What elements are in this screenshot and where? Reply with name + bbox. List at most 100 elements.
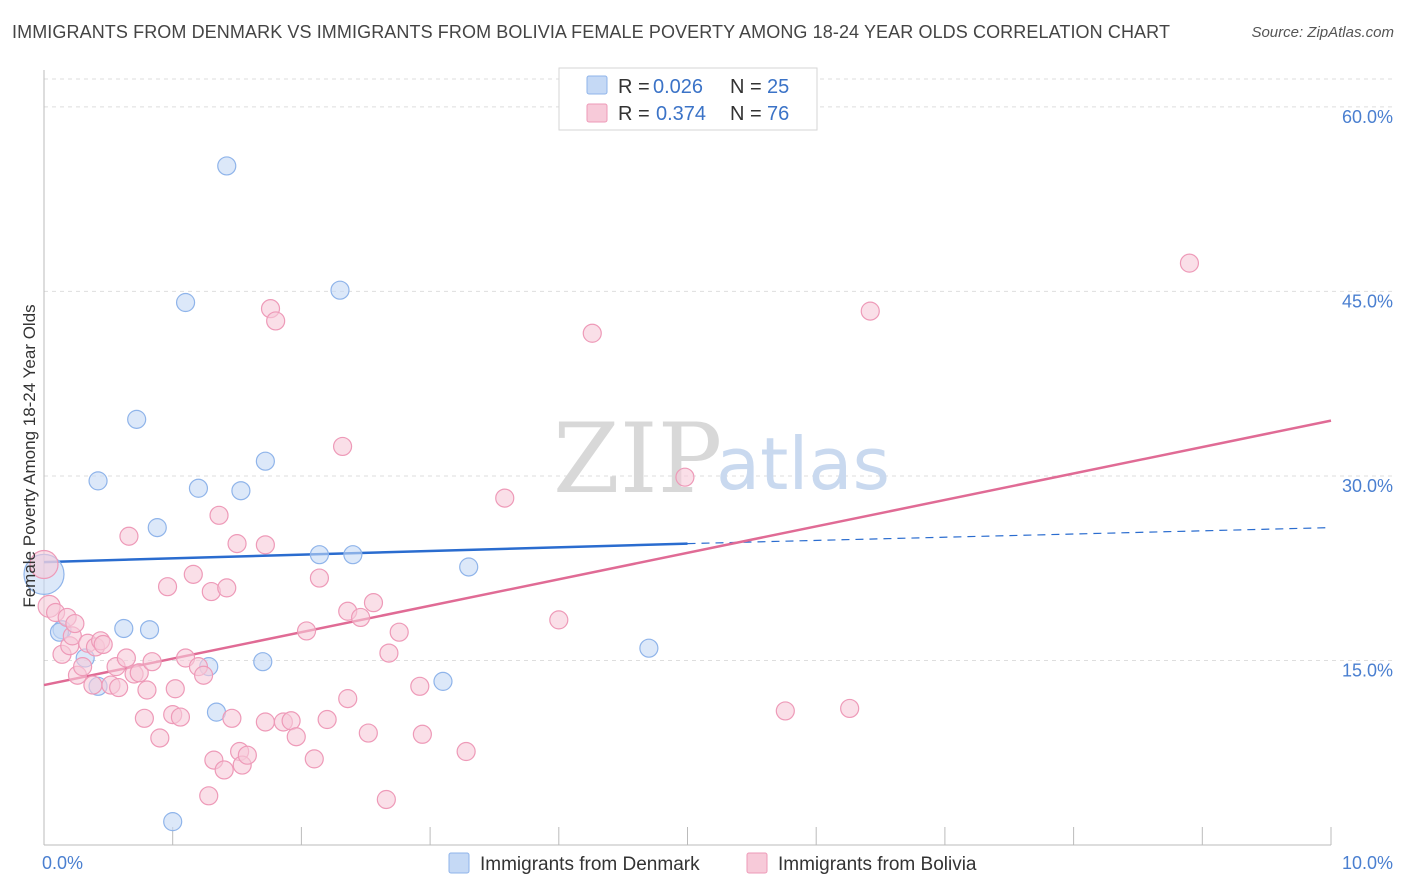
bolivia-point-67 — [456, 741, 476, 762]
bolivia-point-14 — [93, 634, 113, 655]
denmark-point-14 — [253, 652, 273, 672]
bolivia-point-38 — [214, 760, 234, 780]
watermark-atlas: atlas — [716, 422, 890, 506]
denmark-point-22 — [127, 409, 147, 429]
denmark-point-15 — [255, 451, 275, 471]
series-legend-swatch-denmark — [448, 852, 470, 874]
bolivia-point-62 — [376, 789, 396, 810]
bolivia-point-53 — [304, 749, 324, 769]
bolivia-point-45 — [255, 535, 275, 555]
bolivia-point-24 — [142, 652, 162, 672]
bolivia-point-37 — [209, 505, 229, 525]
bolivia-trend-line — [43, 419, 1332, 687]
legend-r-label-denmark: R = — [618, 76, 650, 98]
legend-r-value-denmark: 0.026 — [653, 76, 703, 98]
x-tick-label-min: 0.0% — [42, 853, 83, 873]
denmark-point-12 — [217, 156, 237, 176]
denmark-point-23 — [88, 471, 108, 491]
bolivia-point-0 — [29, 549, 59, 580]
denmark-point-16 — [309, 545, 330, 565]
bolivia-point-17 — [109, 677, 129, 698]
bolivia-point-70 — [582, 323, 602, 343]
bolivia-point-56 — [332, 436, 353, 457]
bolivia-point-41 — [227, 534, 247, 554]
denmark-point-21 — [639, 638, 659, 658]
series-legend-label-bolivia: Immigrants from Bolivia — [778, 854, 977, 875]
legend-swatch-bolivia — [586, 103, 608, 123]
bolivia-point-31 — [183, 564, 203, 584]
y-tick-label-2: 45.0% — [1342, 291, 1393, 311]
bolivia-point-68 — [495, 488, 515, 508]
denmark-point-19 — [433, 671, 453, 691]
series-legend-swatch-bolivia — [746, 852, 768, 874]
bolivia-point-59 — [351, 607, 371, 628]
bolivia-point-61 — [363, 593, 384, 613]
bolivia-point-50 — [281, 711, 301, 731]
watermark-zip: ZIP — [553, 403, 722, 515]
bolivia-point-18 — [116, 648, 136, 668]
gridlines — [44, 78, 1392, 661]
bolivia-point-71 — [675, 467, 695, 487]
legend-n-label-bolivia: N = — [730, 103, 762, 125]
bolivia-point-39 — [217, 578, 237, 598]
bolivia-point-60 — [358, 723, 378, 743]
bolivia-point-63 — [379, 643, 399, 663]
denmark-point-20 — [459, 557, 479, 577]
bolivia-point-11 — [83, 675, 103, 695]
bolivia-point-25 — [150, 728, 170, 748]
bolivia-point-58 — [338, 689, 358, 709]
series-legend-label-denmark: Immigrants from Denmark — [480, 854, 700, 875]
bolivia-point-19 — [119, 526, 139, 546]
bolivia-point-51 — [286, 727, 306, 747]
axes — [43, 70, 1332, 846]
bolivia-point-64 — [389, 622, 409, 642]
x-tick-label-max: 10.0% — [1342, 853, 1393, 873]
bolivia-point-9 — [73, 657, 93, 677]
denmark-point-17 — [330, 280, 350, 300]
bolivia-point-22 — [134, 708, 154, 728]
correlation-legend: R = 0.026 N = 25 R = 0.374 N = 76 — [558, 67, 818, 131]
y-axis-label: Female Poverty Among 18-24 Year Olds — [20, 304, 39, 607]
bolivia-point-74 — [860, 301, 880, 321]
bolivia-point-65 — [410, 676, 430, 696]
bolivia-point-28 — [165, 679, 185, 699]
y-tick-labels: 15.0% 30.0% 45.0% 60.0% — [1342, 107, 1393, 681]
denmark-point-7 — [163, 812, 183, 832]
legend-swatch-denmark — [586, 75, 608, 95]
trend-lines — [43, 419, 1332, 687]
y-tick-label-1: 30.0% — [1342, 476, 1393, 496]
chart-title: IMMIGRANTS FROM DENMARK VS IMMIGRANTS FR… — [12, 22, 1171, 42]
denmark-point-4 — [114, 618, 134, 639]
denmark-trend-line — [43, 542, 688, 564]
bolivia-point-33 — [193, 665, 214, 685]
series-legend: Immigrants from Denmark Immigrants from … — [448, 852, 977, 875]
legend-n-value-denmark: 25 — [767, 76, 789, 98]
bolivia-point-34 — [199, 786, 219, 806]
denmark-trend-extension — [687, 527, 1332, 545]
legend-n-value-bolivia: 76 — [767, 103, 789, 125]
bolivia-point-72 — [775, 701, 795, 721]
denmark-point-13 — [231, 481, 251, 501]
denmark-point-6 — [147, 518, 167, 538]
bolivia-point-44 — [237, 745, 257, 765]
legend-r-value-bolivia: 0.374 — [656, 103, 706, 125]
denmark-point-18 — [343, 545, 363, 565]
legend-r-label-bolivia: R = — [618, 103, 650, 125]
bolivia-point-40 — [222, 708, 242, 728]
bolivia-point-54 — [309, 568, 330, 588]
data-points — [23, 156, 1200, 832]
bolivia-point-29 — [170, 707, 191, 727]
legend-n-label-denmark: N = — [730, 76, 762, 98]
y-tick-label-3: 60.0% — [1342, 107, 1393, 127]
bolivia-point-52 — [296, 621, 317, 641]
bolivia-point-55 — [317, 709, 337, 730]
bolivia-point-21 — [129, 663, 149, 683]
denmark-point-5 — [139, 620, 160, 640]
y-tick-label-0: 15.0% — [1342, 660, 1393, 680]
bolivia-point-69 — [549, 610, 569, 630]
bolivia-point-7 — [65, 613, 85, 634]
bolivia-point-73 — [840, 698, 860, 719]
bolivia-point-46 — [255, 712, 275, 732]
source-label: Source: ZipAtlas.com — [1251, 24, 1394, 41]
